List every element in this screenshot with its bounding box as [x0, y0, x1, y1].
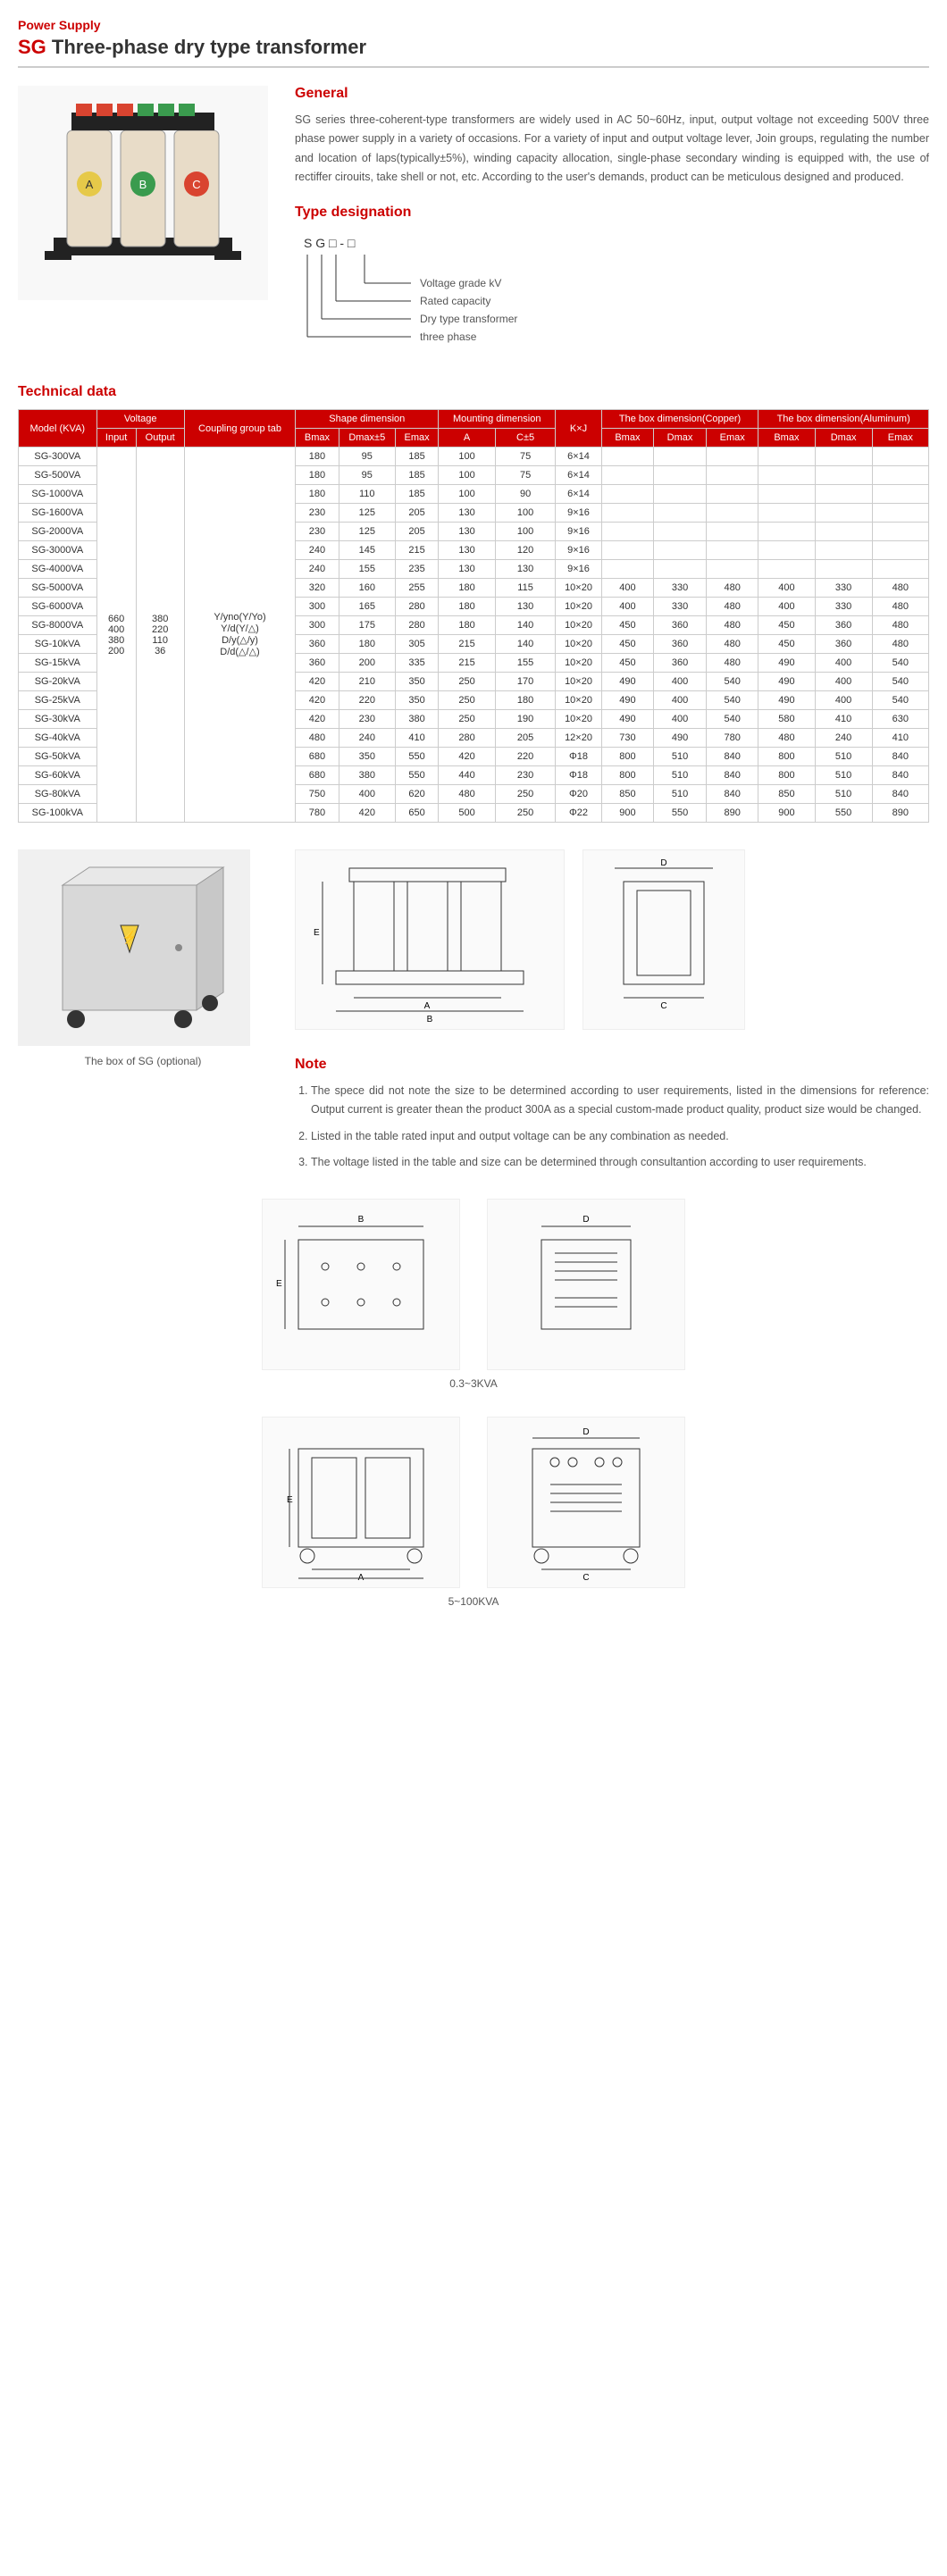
info-column: General SG series three-coherent-type tr… [295, 86, 929, 357]
svg-text:C: C [582, 1573, 589, 1583]
svg-text:A: A [86, 178, 94, 191]
title-rest: Three-phase dry type transformer [52, 36, 366, 58]
box-caption: The box of SG (optional) [18, 1055, 268, 1067]
type-designation-diagram: S G □ - □ Voltage grade kV Rated capacit… [295, 230, 929, 357]
th-mount: Mounting dimension [439, 410, 556, 429]
small-side-diagram: D [487, 1199, 685, 1370]
th-coupling: Coupling group tab [184, 410, 296, 447]
th-voltage: Voltage [96, 410, 184, 429]
svg-text:B: B [139, 178, 147, 191]
general-heading: General [295, 86, 929, 102]
note-list: The spece did not note the size to be de… [295, 1082, 929, 1172]
tech-heading: Technical data [18, 384, 929, 400]
th-model: Model (KVA) [19, 410, 97, 447]
table-row: SG-300VA66040038020038022011036Y/yno(Y/Y… [19, 447, 929, 466]
svg-text:B: B [358, 1215, 365, 1225]
svg-text:D: D [582, 1215, 589, 1225]
note-item: The voltage listed in the table and size… [311, 1153, 929, 1172]
svg-text:three phase: three phase [420, 330, 477, 343]
th-kj: K×J [556, 410, 602, 447]
box-image-col: ⚡ The box of SG (optional) [18, 849, 268, 1199]
th-alum: The box dimension(Aluminum) [758, 410, 929, 429]
note-item: The spece did not note the size to be de… [311, 1082, 929, 1120]
top-section: A B C General SG series three-coherent-t… [18, 86, 929, 357]
th-shape: Shape dimension [296, 410, 439, 429]
table-header: Model (KVA) Voltage Coupling group tab S… [19, 410, 929, 447]
th-c: C±5 [495, 429, 555, 447]
th-al-d: Dmax [815, 429, 872, 447]
table-body: SG-300VA66040038020038022011036Y/yno(Y/Y… [19, 447, 929, 823]
svg-text:E: E [314, 928, 320, 938]
title-divider [18, 66, 929, 68]
tech-table: Model (KVA) Voltage Coupling group tab S… [18, 409, 929, 823]
svg-text:D: D [660, 858, 666, 868]
note-column: A B E C D Note The spece did not note th… [295, 849, 929, 1199]
small-top-diagram: B E [262, 1199, 460, 1370]
th-bmax: Bmax [296, 429, 339, 447]
enclosure-image: ⚡ [18, 849, 250, 1046]
th-copper: The box dimension(Copper) [601, 410, 758, 429]
transformer-icon: A B C [27, 95, 259, 291]
th-al-e: Emax [872, 429, 928, 447]
th-output: Output [136, 429, 184, 447]
th-cu-e: Emax [707, 429, 758, 447]
bottom-section: ⚡ The box of SG (optional) A B E [18, 849, 929, 1199]
svg-text:C: C [660, 1001, 666, 1011]
th-input: Input [96, 429, 136, 447]
svg-text:B: B [427, 1015, 433, 1025]
internal-diagram: A B E [295, 849, 565, 1030]
svg-text:E: E [276, 1279, 282, 1289]
side-diagram: C D [582, 849, 745, 1030]
svg-text:Rated capacity: Rated capacity [420, 295, 490, 307]
svg-text:D: D [582, 1427, 589, 1437]
dim-label-small: 0.3~3KVA [262, 1377, 685, 1390]
large-front-diagram: A E [262, 1417, 460, 1588]
svg-text:Voltage grade kV: Voltage grade kV [420, 277, 501, 289]
th-a: A [439, 429, 496, 447]
dimension-diagrams: B E D 0.3~3KVA [18, 1199, 929, 1608]
page-title: SG Three-phase dry type transformer [18, 36, 929, 59]
note-heading: Note [295, 1057, 929, 1073]
svg-text:C: C [192, 178, 200, 191]
svg-text:A: A [424, 1001, 431, 1011]
note-item: Listed in the table rated input and outp… [311, 1127, 929, 1146]
general-text: SG series three-coherent-type transforme… [295, 111, 929, 187]
svg-text:Dry type transformer: Dry type transformer [420, 313, 517, 325]
svg-text:⚡: ⚡ [122, 930, 137, 945]
title-prefix: SG [18, 36, 46, 58]
dim-label-large: 5~100KVA [262, 1595, 685, 1608]
th-al-b: Bmax [758, 429, 815, 447]
th-emax: Emax [395, 429, 438, 447]
svg-text:S G □ - □: S G □ - □ [304, 236, 356, 250]
type-heading: Type designation [295, 205, 929, 221]
th-dmax: Dmax±5 [339, 429, 395, 447]
th-cu-d: Dmax [654, 429, 707, 447]
product-image: A B C [18, 86, 268, 300]
category-label: Power Supply [18, 18, 929, 32]
large-side-diagram: C D [487, 1417, 685, 1588]
th-cu-b: Bmax [601, 429, 653, 447]
